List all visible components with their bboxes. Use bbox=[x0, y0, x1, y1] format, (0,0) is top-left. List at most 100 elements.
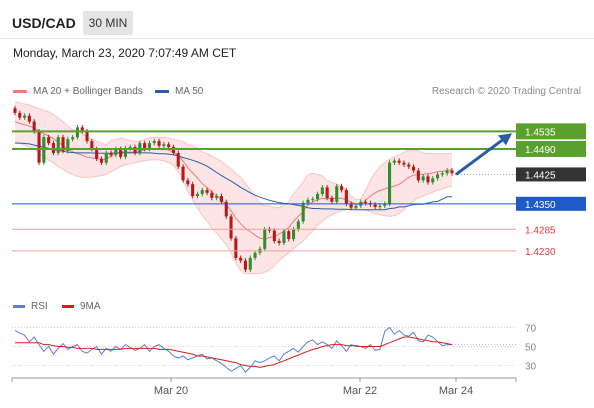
candle-body bbox=[229, 216, 233, 239]
resistance-level-tag bbox=[516, 123, 586, 140]
legend-ma-bollinger-swatch bbox=[13, 89, 27, 93]
candle-body bbox=[364, 201, 368, 204]
candle-body bbox=[311, 199, 315, 201]
candle-body bbox=[416, 170, 420, 181]
candle-body bbox=[157, 141, 161, 146]
x-tick-label: Mar 24 bbox=[439, 385, 473, 397]
candle-body bbox=[301, 203, 305, 222]
candle-body bbox=[219, 196, 223, 202]
copyright-note: Research © 2020 Trading Central bbox=[431, 86, 581, 97]
rsi-tick-label: 70 bbox=[525, 324, 537, 335]
candle-body bbox=[37, 131, 41, 163]
candle-body bbox=[234, 238, 238, 258]
candle-body bbox=[263, 229, 267, 249]
candle-body bbox=[176, 152, 180, 167]
support-level-label: 1.4230 bbox=[525, 247, 556, 258]
support-level-label: 1.4285 bbox=[525, 225, 556, 236]
candle-body bbox=[272, 230, 276, 242]
candle-body bbox=[32, 121, 36, 132]
candle-body bbox=[440, 173, 444, 175]
candle-body bbox=[152, 141, 156, 144]
candle-body bbox=[354, 205, 358, 208]
legend-9ma-label: 9MA bbox=[80, 301, 101, 312]
candle-body bbox=[325, 187, 329, 198]
legend-ma50-label: MA 50 bbox=[175, 86, 204, 97]
timeframe-badge[interactable]: 30 MIN bbox=[83, 11, 133, 35]
candle-body bbox=[99, 158, 103, 163]
candle-body bbox=[306, 199, 310, 203]
legend-9ma-swatch bbox=[62, 304, 74, 308]
candle-body bbox=[320, 187, 324, 195]
candle-body bbox=[27, 115, 31, 122]
pivot-level-tag bbox=[516, 196, 586, 211]
candle-body bbox=[104, 152, 108, 163]
candle-body bbox=[162, 144, 166, 146]
candle-body bbox=[277, 241, 281, 243]
candle-body bbox=[335, 186, 339, 202]
candle-body bbox=[388, 162, 392, 204]
rsi-tick-label: 30 bbox=[525, 362, 537, 373]
candle-body bbox=[412, 166, 416, 171]
legend-ma50: MA 50 bbox=[155, 86, 203, 97]
legend-rsi-swatch bbox=[13, 304, 25, 308]
candle-body bbox=[123, 148, 127, 157]
candle-body bbox=[210, 192, 214, 198]
candle-body bbox=[373, 204, 377, 207]
candle-body bbox=[407, 164, 411, 167]
candle-body bbox=[80, 127, 84, 132]
x-tick-label: Mar 20 bbox=[154, 385, 188, 397]
last-price-label: 1.4425 bbox=[525, 170, 556, 181]
pivot-level-label: 1.4350 bbox=[525, 200, 556, 211]
legend-9ma: 9MA bbox=[62, 301, 101, 312]
candle-body bbox=[200, 190, 204, 194]
rsi-tick-label: 50 bbox=[525, 343, 537, 354]
legend-ma-bollinger-label: MA 20 + Bollinger Bands bbox=[33, 86, 143, 97]
candle-body bbox=[85, 131, 89, 142]
last-price-tag bbox=[516, 167, 586, 182]
candle-body bbox=[23, 115, 27, 118]
symbol-title: USD/CAD bbox=[12, 15, 76, 31]
candle-body bbox=[445, 170, 449, 174]
chart-datetime: Monday, March 23, 2020 7:07:49 AM CET bbox=[13, 46, 237, 60]
candle-body bbox=[66, 139, 70, 151]
candle-body bbox=[61, 137, 65, 151]
candle-body bbox=[109, 152, 113, 155]
legend-ma50-swatch bbox=[155, 89, 169, 93]
ma20-line bbox=[14, 121, 453, 240]
legend-rsi: RSI bbox=[13, 301, 48, 312]
candle-body bbox=[95, 149, 99, 159]
candle-body bbox=[378, 205, 382, 207]
projection-arrow-line bbox=[455, 136, 507, 176]
candle-body bbox=[349, 203, 353, 208]
candle-body bbox=[119, 149, 123, 157]
candle-body bbox=[421, 176, 425, 181]
candle-body bbox=[316, 194, 320, 200]
legend-rsi-label: RSI bbox=[31, 301, 48, 312]
candle-body bbox=[402, 162, 406, 165]
candle-body bbox=[47, 137, 51, 144]
candle-body bbox=[330, 197, 334, 202]
bollinger-band bbox=[15, 102, 452, 274]
candle-body bbox=[239, 257, 243, 261]
candle-body bbox=[383, 203, 387, 206]
candle-body bbox=[18, 112, 22, 118]
candle-body bbox=[224, 201, 228, 217]
candle-body bbox=[248, 257, 252, 270]
candle-body bbox=[143, 143, 147, 149]
candle-body bbox=[450, 170, 454, 174]
resistance-level-tag bbox=[516, 140, 586, 157]
candle-body bbox=[431, 178, 435, 183]
rsi-line bbox=[14, 326, 452, 373]
candle-body bbox=[215, 196, 219, 198]
candle-body bbox=[292, 229, 296, 240]
rsi-9ma-line bbox=[15, 336, 453, 368]
chart-header: USD/CAD 30 MIN bbox=[0, 0, 594, 39]
candle-body bbox=[56, 137, 60, 153]
candle-body bbox=[296, 221, 300, 230]
candle-body bbox=[71, 137, 75, 140]
projection-arrow-head bbox=[498, 133, 512, 146]
candle-body bbox=[436, 174, 440, 179]
candle-body bbox=[186, 180, 190, 185]
